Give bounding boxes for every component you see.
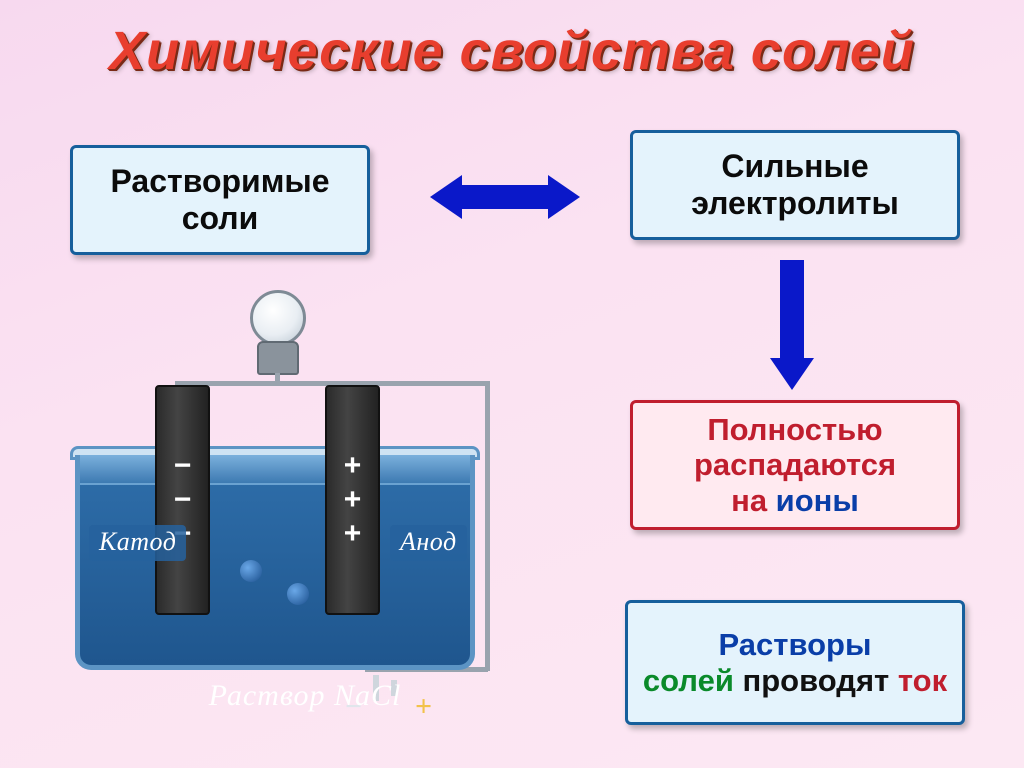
- ion-positive-icon: [287, 583, 309, 605]
- anode-electrode: + + +: [325, 385, 380, 615]
- beaker: [75, 455, 475, 670]
- cathode-sign: −: [174, 449, 192, 483]
- arrow-down: [780, 260, 804, 360]
- box-dissociate-text: Полностью распадаются на ионы: [694, 412, 896, 519]
- box-electrolytes-line2: электролиты: [691, 185, 899, 222]
- box-dissociate-ions: Полностью распадаются на ионы: [630, 400, 960, 530]
- dissociate-word3: на: [731, 483, 776, 518]
- box-soluble-text: Растворимые соли: [111, 163, 330, 237]
- dissociate-word4: ионы: [776, 483, 859, 518]
- cathode-electrode: − − −: [155, 385, 210, 615]
- cathode-label: Катод: [89, 525, 186, 561]
- anode-label: Анод: [390, 525, 467, 561]
- page-title-wrap: Химические свойства солей: [0, 20, 1024, 82]
- box-conducts-current: Растворы солей проводят ток: [625, 600, 965, 725]
- wire-segment: [277, 381, 487, 386]
- anode-sign: +: [344, 517, 362, 551]
- cathode-sign: −: [174, 483, 192, 517]
- box-conducts-text: Растворы солей проводят ток: [643, 627, 947, 698]
- conducts-line1a: Растворы: [719, 627, 872, 662]
- conducts-line2b: проводят: [734, 663, 898, 698]
- water-surface: [80, 455, 470, 485]
- anode-sign: +: [344, 449, 362, 483]
- lamp-bulb-icon: [250, 290, 306, 346]
- box-soluble-line1: Растворимые: [111, 163, 330, 200]
- conducts-line2a: солей: [643, 663, 734, 698]
- wire-segment: [485, 381, 490, 671]
- dissociate-word1: Полностью: [707, 412, 882, 447]
- page-title: Химические свойства солей: [109, 20, 915, 82]
- box-electrolytes-text: Сильные электролиты: [691, 148, 899, 222]
- electrolysis-apparatus: − − − + + + Катод Анод Раствор NaCl − +: [55, 295, 555, 725]
- box-electrolytes-line1: Сильные: [691, 148, 899, 185]
- anode-sign: +: [344, 483, 362, 517]
- ion-negative-icon: [240, 560, 262, 582]
- conducts-line2c: ток: [898, 663, 947, 698]
- box-soluble-salts: Растворимые соли: [70, 145, 370, 255]
- lamp-base-icon: [257, 341, 299, 375]
- box-strong-electrolytes: Сильные электролиты: [630, 130, 960, 240]
- arrow-double-horizontal: [460, 185, 550, 209]
- solution-label: Раствор NaCl: [55, 679, 555, 713]
- dissociate-word2: распадаются: [694, 447, 896, 482]
- box-soluble-line2: соли: [111, 200, 330, 237]
